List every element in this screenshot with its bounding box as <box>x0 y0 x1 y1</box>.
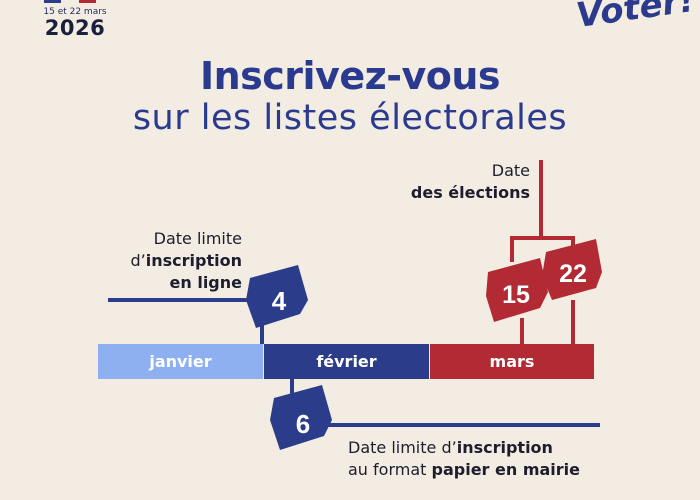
page-title: Inscrivez-vous <box>199 54 501 98</box>
month-february: février <box>264 344 429 379</box>
page-subtitle: sur les listes électorales <box>132 98 568 138</box>
month-march: mars <box>430 344 594 379</box>
election-year: 2026 <box>44 16 106 40</box>
month-january: janvier <box>98 344 263 379</box>
french-flag-icon <box>44 0 96 3</box>
online-deadline-label: Date limite d’inscription en ligne <box>130 229 242 292</box>
round2-day: 22 <box>559 260 587 288</box>
election-dates-caption: 15 et 22 mars <box>43 7 107 17</box>
day-badge-15: 15 <box>486 258 548 322</box>
elections-label: Date des élections <box>410 161 530 202</box>
round1-day: 15 <box>502 281 530 309</box>
paper-deadline-day: 6 <box>296 409 310 439</box>
online-deadline-day: 4 <box>272 286 287 316</box>
day-badge-22: 22 <box>542 239 602 300</box>
day-badge-6: 6 <box>270 385 332 450</box>
paper-deadline-label: Date limite d’inscription au format papi… <box>348 438 580 479</box>
day-badge-4: 4 <box>246 265 308 328</box>
